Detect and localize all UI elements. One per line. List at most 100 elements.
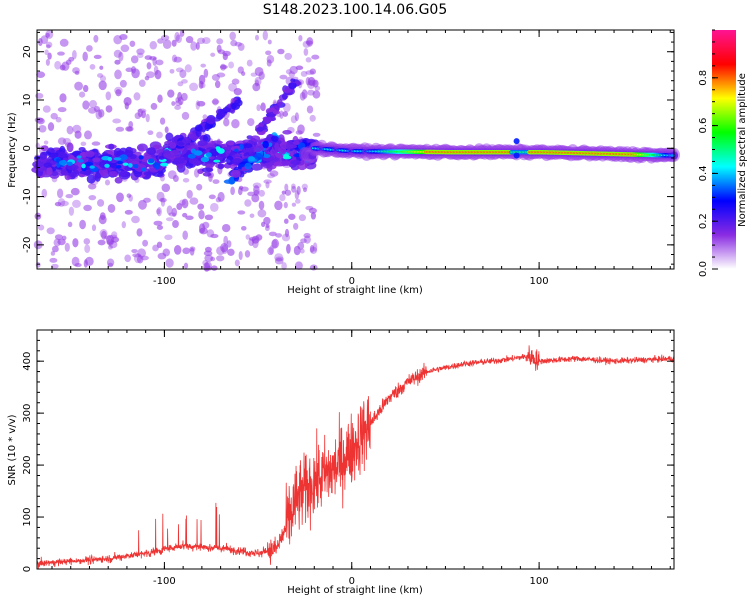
heatmap-cell [217, 108, 226, 115]
heatmap-cell [136, 255, 144, 264]
colorbar-label: Normalized spectral amplitude [737, 73, 748, 227]
heatmap-cell [194, 124, 203, 132]
snr-x-tick-label: 100 [530, 576, 549, 587]
heatmap-cell [124, 209, 133, 215]
heatmap-cell [39, 151, 47, 160]
heatmap-cell [308, 79, 317, 86]
heatmap-cell [36, 71, 46, 78]
heatmap-cell [257, 209, 267, 218]
heatmap-cell [309, 244, 315, 253]
heatmap-cell [230, 169, 241, 178]
colorbar-tick-label: 0.0 [698, 261, 709, 277]
heatmap-cell [106, 239, 114, 246]
heatmap-cell [177, 81, 184, 87]
heatmap-cell [216, 38, 224, 45]
heatmap-cell [157, 38, 164, 44]
heatmap-cell [54, 60, 62, 70]
heatmap-cell [136, 48, 145, 55]
heatmap-cell [93, 54, 102, 60]
heatmap-cell [203, 265, 213, 272]
heatmap-cell [97, 73, 104, 78]
heatmap-cell [122, 162, 129, 166]
heatmap-cell [196, 183, 203, 191]
heatmap-cell [271, 238, 280, 249]
heatmap-cell [285, 69, 293, 75]
heatmap-cell [295, 198, 301, 204]
heatmap-cell [83, 238, 91, 245]
heatmap-cell [175, 34, 182, 44]
heatmap-cell [156, 225, 164, 230]
snr-x-axis-label: Height of straight line (km) [287, 585, 423, 596]
heatmap-cell [78, 146, 86, 152]
heatmap-cell [269, 245, 275, 255]
heatmap-cell [114, 86, 123, 95]
heatmap-cell [201, 37, 211, 45]
heatmap-cell [141, 110, 146, 119]
heatmap-cell [295, 130, 303, 135]
heatmap-cell [307, 79, 315, 90]
heatmap-cell [226, 240, 232, 248]
heatmap-cell [279, 74, 288, 80]
heatmap-cell [41, 188, 48, 198]
heatmap-cell [227, 248, 235, 256]
heatmap-cell [282, 129, 292, 135]
heatmap-cell [57, 198, 66, 207]
heatmap-cell [281, 190, 287, 195]
snr-y-tick-label: 200 [22, 456, 33, 475]
heatmap-cell [107, 156, 113, 162]
heatmap-cell [284, 228, 290, 238]
heatmap-cell [302, 187, 308, 193]
heatmap-cell [181, 111, 190, 120]
heatmap-cell [144, 75, 150, 81]
heatmap-cell [108, 171, 118, 177]
heatmap-cell [210, 233, 219, 239]
heatmap-cell [237, 210, 246, 215]
heatmap-cell [216, 255, 225, 262]
heatmap-cell [209, 202, 219, 212]
heatmap-cell [129, 40, 136, 47]
heatmap-cell [173, 56, 182, 63]
snr-y-tick-label: 300 [22, 404, 33, 423]
heatmap-cell [137, 108, 147, 113]
heatmap-cell [234, 99, 243, 107]
heatmap-cell [142, 239, 149, 247]
heatmap-cell [163, 153, 173, 159]
heatmap-cell [79, 170, 92, 175]
heatmap-cell [50, 251, 56, 256]
heatmap-cell [179, 199, 186, 206]
heatmap-cell [184, 64, 192, 73]
heatmap-cell [291, 202, 297, 207]
heatmap-cell [156, 206, 162, 217]
heatmap-cell [85, 256, 94, 267]
heatmap-cell [231, 78, 240, 85]
heatmap-cell [193, 150, 203, 156]
heatmap-cell [234, 259, 240, 267]
heatmap-cell [305, 40, 313, 45]
spectrogram-x-tick-label: 100 [530, 276, 549, 287]
heatmap-cell [133, 92, 141, 101]
heatmap-cell [116, 192, 124, 203]
heatmap-cell [278, 146, 287, 155]
heatmap-cell [229, 31, 236, 41]
heatmap-cell [251, 193, 260, 203]
heatmap-cell [228, 82, 238, 92]
heatmap-cell [35, 262, 41, 268]
heatmap-cell [291, 185, 297, 193]
heatmap-cell [165, 217, 174, 222]
heatmap-cell [115, 89, 122, 97]
heatmap-cell [265, 223, 270, 229]
heatmap-cell [169, 68, 175, 74]
heatmap-cell [294, 112, 299, 122]
heatmap-cell [190, 41, 197, 51]
heatmap-cell [95, 109, 103, 120]
heatmap-cell [223, 179, 234, 184]
heatmap-cell [185, 36, 194, 44]
heatmap-cell [173, 157, 185, 165]
snr-y-tick-label: 400 [22, 352, 33, 371]
heatmap-cell [84, 161, 94, 167]
heatmap-cell [275, 233, 283, 238]
heatmap-cell [57, 51, 65, 56]
heatmap-cell [300, 238, 307, 244]
heatmap-cell [170, 150, 180, 156]
heatmap-cell [309, 264, 318, 271]
